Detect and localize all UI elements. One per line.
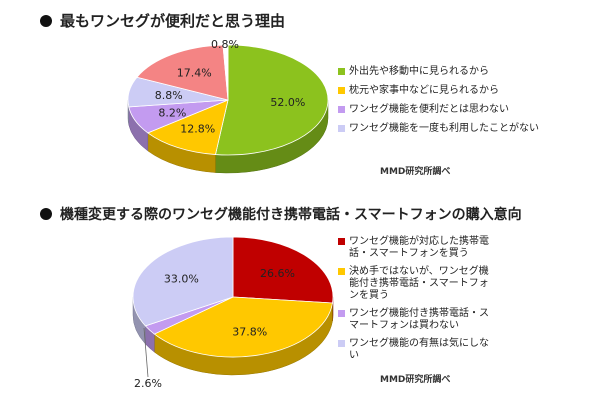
legend-label-4: ワンセグ機能の有無は気にしない	[349, 338, 489, 361]
chart-title-text: 機種変更する際のワンセグ機能付き携帯電話・スマートフォンの購入意向	[60, 207, 522, 223]
chart-title-text: 最もワンセグが便利だと思う理由	[60, 12, 286, 30]
pie-data-label-1: 52.0%	[270, 96, 305, 109]
legend-item-4: ワンセグ機能の有無は気にしない	[338, 338, 497, 362]
legend-swatch-1	[338, 238, 345, 245]
pie-chart-reasons: 52.0% 12.8% 8.2% 8.8% 17.4% 0.8%	[127, 38, 329, 174]
legend-item-1: 外出先や移動中に見られるから	[338, 66, 549, 78]
chart-title: 最もワンセグが便利だと思う理由	[40, 10, 285, 31]
legend-label-2: 枕元や家事中などに見られるから	[349, 85, 499, 96]
legend-label-4: ワンセグ機能を一度も利用したことがない	[349, 123, 539, 134]
pie-data-label-3: 8.2%	[158, 106, 186, 119]
pie-slice-5	[136, 44, 229, 101]
pie-labels: 52.0% 12.8% 8.2% 8.8% 17.4% 0.8%	[155, 38, 306, 136]
pie-slice-2	[153, 296, 333, 358]
legend-label-3: ワンセグ機能付き携帯電話・スマートフォンは買わない	[349, 308, 489, 331]
legend-label-1: ワンセグ機能が対応した携帯電話・スマートフォンを買う	[349, 236, 489, 259]
pie-labels: 26.6% 37.8% 2.6% 33.0%	[134, 267, 295, 390]
legend-item-2: 枕元や家事中などに見られるから	[338, 85, 549, 97]
pie-tops	[132, 236, 334, 358]
pie-tops	[127, 44, 329, 156]
legend-item-1: ワンセグ機能が対応した携帯電話・スマートフォンを買う	[338, 236, 497, 260]
legend-swatch-2	[338, 268, 345, 275]
legend-swatch-3	[338, 310, 345, 317]
legend-item-2: 決め手ではないが、ワンセグ機能付き携帯電話・スマートフォンを買う	[338, 266, 497, 302]
pie-slice-1	[214, 44, 329, 156]
bullet-icon	[40, 15, 52, 27]
pie-slice-2	[147, 99, 229, 155]
legend: 外出先や移動中に見られるから 枕元や家事中などに見られるから ワンセグ機能を便利だと…	[338, 66, 549, 142]
legend-swatch-4	[338, 340, 345, 347]
pie-data-label-4: 8.8%	[155, 89, 183, 102]
legend-label-2: 決め手ではないが、ワンセグ機能付き携帯電話・スマートフォンを買う	[349, 266, 489, 301]
pie-slice-4	[132, 236, 234, 327]
legend-label-1: 外出先や移動中に見られるから	[349, 66, 489, 77]
pie-slice-1	[232, 236, 334, 304]
pie-data-label-6: 0.8%	[211, 38, 239, 51]
legend-item-3: ワンセグ機能付き携帯電話・スマートフォンは買わない	[338, 308, 497, 332]
source-note: MMD研究所調べ	[380, 375, 451, 385]
legend-label-3: ワンセグ機能を便利だとは思わない	[349, 104, 509, 115]
legend-item-4: ワンセグ機能を一度も利用したことがない	[338, 123, 549, 135]
legend-swatch-3	[338, 106, 345, 113]
pie-data-label-2: 37.8%	[232, 326, 267, 339]
pie-data-label-4: 33.0%	[164, 273, 199, 286]
chart-reasons: 最もワンセグが便利だと思う理由 52.0% 12.8% 8.2% 8.8% 17.4% 0…	[40, 10, 549, 177]
legend-swatch-1	[338, 68, 345, 75]
pie-leader-line-3	[143, 327, 149, 378]
pie-data-label-2: 12.8%	[180, 123, 215, 136]
chart-title: 機種変更する際のワンセグ機能付き携帯電話・スマートフォンの購入意向	[40, 204, 522, 224]
pie-data-label-5: 17.4%	[177, 67, 212, 80]
chart-purchase-intent: 機種変更する際のワンセグ機能付き携帯電話・スマートフォンの購入意向 26.6% 3…	[0, 200, 600, 400]
legend-swatch-2	[338, 87, 345, 94]
legend-item-3: ワンセグ機能を便利だとは思わない	[338, 104, 549, 116]
source-note: MMD研究所調べ	[380, 167, 451, 177]
legend-swatch-4	[338, 125, 345, 132]
pie-slice-6	[222, 44, 229, 101]
pie-chart-purchase-intent: 26.6% 37.8% 2.6% 33.0%	[132, 236, 334, 390]
pie-data-label-3: 2.6%	[134, 377, 162, 390]
pie-data-label-1: 26.6%	[260, 267, 295, 280]
bullet-icon	[40, 208, 52, 220]
legend: ワンセグ機能が対応した携帯電話・スマートフォンを買う決め手ではないが、ワンセグ機…	[338, 236, 497, 368]
